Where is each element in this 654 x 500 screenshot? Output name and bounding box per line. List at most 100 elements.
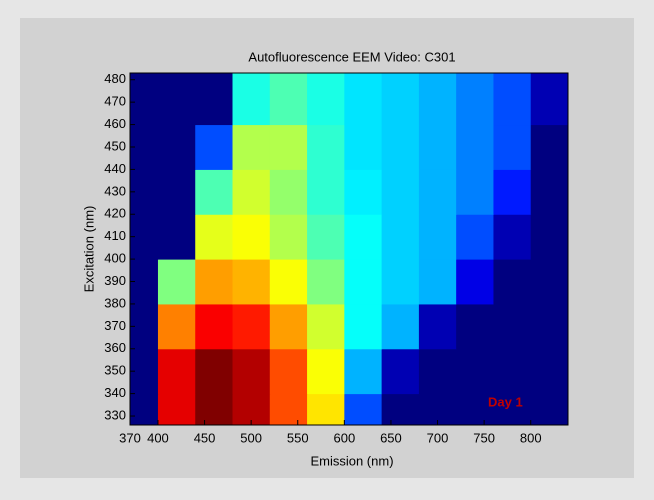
contour-cell — [195, 214, 233, 259]
y-tick-label: 440 — [104, 161, 126, 176]
contour-cell — [233, 349, 271, 394]
contour-cell — [233, 169, 271, 214]
contour-cell — [307, 214, 345, 259]
contour-cell — [493, 214, 531, 259]
x-tick-label: 650 — [380, 430, 402, 445]
x-tick-label: 500 — [240, 430, 262, 445]
contour-cell — [307, 304, 345, 349]
contour-cell — [233, 214, 271, 259]
contour-cell — [344, 125, 382, 170]
y-tick-label: 330 — [104, 407, 126, 422]
contour-cell — [270, 169, 308, 214]
contour-cell — [344, 214, 382, 259]
contour-cell — [382, 349, 420, 394]
contour-cell — [233, 125, 271, 170]
contour-cell — [382, 169, 420, 214]
contour-cell — [382, 304, 420, 349]
x-tick-label: 550 — [287, 430, 309, 445]
contour-cell — [456, 214, 494, 259]
contour-cell — [493, 259, 531, 304]
y-tick-label: 430 — [104, 183, 126, 198]
contour-cell — [307, 125, 345, 170]
contour-cell — [382, 125, 420, 170]
x-tick-label: 800 — [520, 430, 542, 445]
contour-cell — [233, 73, 271, 125]
contour-cell — [233, 304, 271, 349]
contour-cell — [158, 259, 196, 304]
contour-cell — [344, 349, 382, 394]
contour-cell — [382, 73, 420, 125]
contour-cell — [158, 125, 196, 170]
contour-cell — [456, 349, 494, 394]
contour-cell — [233, 259, 271, 304]
contour-cell — [307, 394, 345, 426]
contour-cell — [307, 349, 345, 394]
contour-cell — [158, 304, 196, 349]
contour-cell — [456, 259, 494, 304]
contour-cell — [307, 169, 345, 214]
contour-cell — [195, 349, 233, 394]
contour-cell — [270, 394, 308, 426]
contour-cell — [419, 169, 457, 214]
contour-cell — [531, 214, 569, 259]
contour-cell — [158, 394, 196, 426]
contour-cell — [195, 304, 233, 349]
contour-cell — [531, 169, 569, 214]
contour-cell — [270, 125, 308, 170]
contour-cell — [195, 259, 233, 304]
contour-cell — [158, 169, 196, 214]
x-tick-label: 600 — [333, 430, 355, 445]
contour-cell — [344, 169, 382, 214]
contour-cell — [344, 394, 382, 426]
contour-cell — [531, 259, 569, 304]
contour-cell — [531, 394, 569, 426]
contour-cell — [158, 349, 196, 394]
contour-cell — [456, 169, 494, 214]
contour-cell — [195, 125, 233, 170]
contour-cell — [493, 349, 531, 394]
contour-cell — [307, 259, 345, 304]
contour-cell — [344, 259, 382, 304]
y-tick-label: 380 — [104, 295, 126, 310]
y-tick-label: 360 — [104, 340, 126, 355]
y-tick-label: 470 — [104, 94, 126, 109]
x-tick-label: 750 — [473, 430, 495, 445]
y-tick-label: 460 — [104, 116, 126, 131]
y-tick-label: 370 — [104, 318, 126, 333]
y-tick-label: 350 — [104, 363, 126, 378]
contour-cell — [419, 73, 457, 125]
contour-cell — [270, 349, 308, 394]
contour-cell — [270, 259, 308, 304]
contour-cell — [493, 73, 531, 125]
contour-cell — [456, 304, 494, 349]
contour-cell — [307, 73, 345, 125]
x-tick-label: 370 — [119, 430, 141, 445]
contour-cell — [531, 125, 569, 170]
contour-cell — [158, 214, 196, 259]
y-tick-label: 340 — [104, 385, 126, 400]
contour-cell — [382, 259, 420, 304]
y-tick-label: 450 — [104, 138, 126, 153]
contour-cell — [419, 304, 457, 349]
y-tick-label: 480 — [104, 71, 126, 86]
y-tick-label: 410 — [104, 228, 126, 243]
contour-cell — [158, 73, 196, 125]
contour-cell — [270, 214, 308, 259]
contour-cell — [130, 394, 158, 426]
y-tick-label: 420 — [104, 206, 126, 221]
contour-cell — [456, 73, 494, 125]
contour-cell — [270, 73, 308, 125]
x-tick-label: 400 — [147, 430, 169, 445]
contour-cell — [344, 304, 382, 349]
contour-cell — [270, 304, 308, 349]
contour-cell — [195, 394, 233, 426]
chart: Autofluorescence EEM Video: C301 Emissio… — [0, 0, 654, 500]
contour-cell — [456, 125, 494, 170]
contour-cell — [493, 125, 531, 170]
x-tick-label: 450 — [194, 430, 216, 445]
page: Autofluorescence EEM Video: C301 Emissio… — [0, 0, 654, 500]
contour-cell — [344, 73, 382, 125]
contour-cell — [382, 394, 420, 426]
contour-cell — [195, 169, 233, 214]
contour-cell — [493, 304, 531, 349]
